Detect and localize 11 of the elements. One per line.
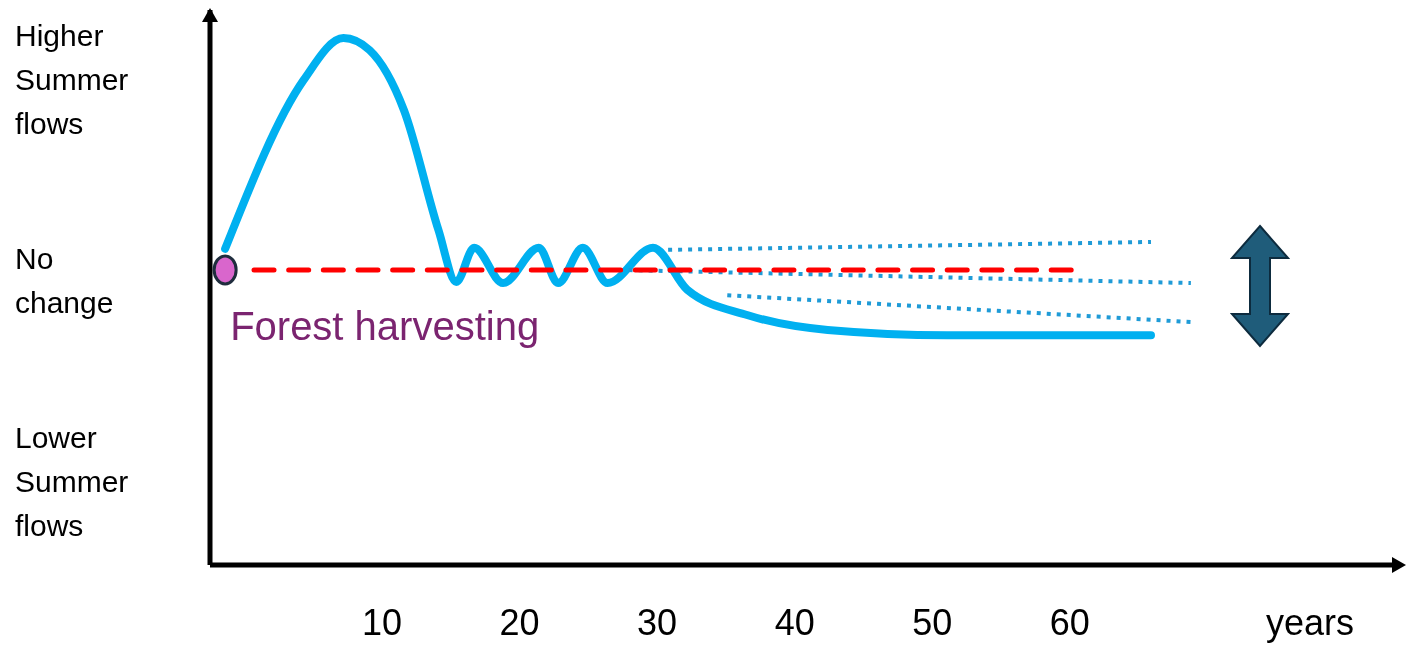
x-tick-label: 40 <box>774 602 815 643</box>
x-tick-label: 10 <box>361 602 402 643</box>
x-tick-label: 30 <box>637 602 678 643</box>
x-tick-label: 50 <box>912 602 953 643</box>
annotation: Forest harvesting <box>230 303 540 348</box>
x-tick-label: 60 <box>1049 602 1090 643</box>
text: Higher Summer flows <box>15 19 129 140</box>
text: No change <box>15 242 114 319</box>
x-axis-title: years <box>1265 602 1355 643</box>
text: Lower Summer flows <box>15 421 129 542</box>
x-tick-label: 20 <box>499 602 540 643</box>
